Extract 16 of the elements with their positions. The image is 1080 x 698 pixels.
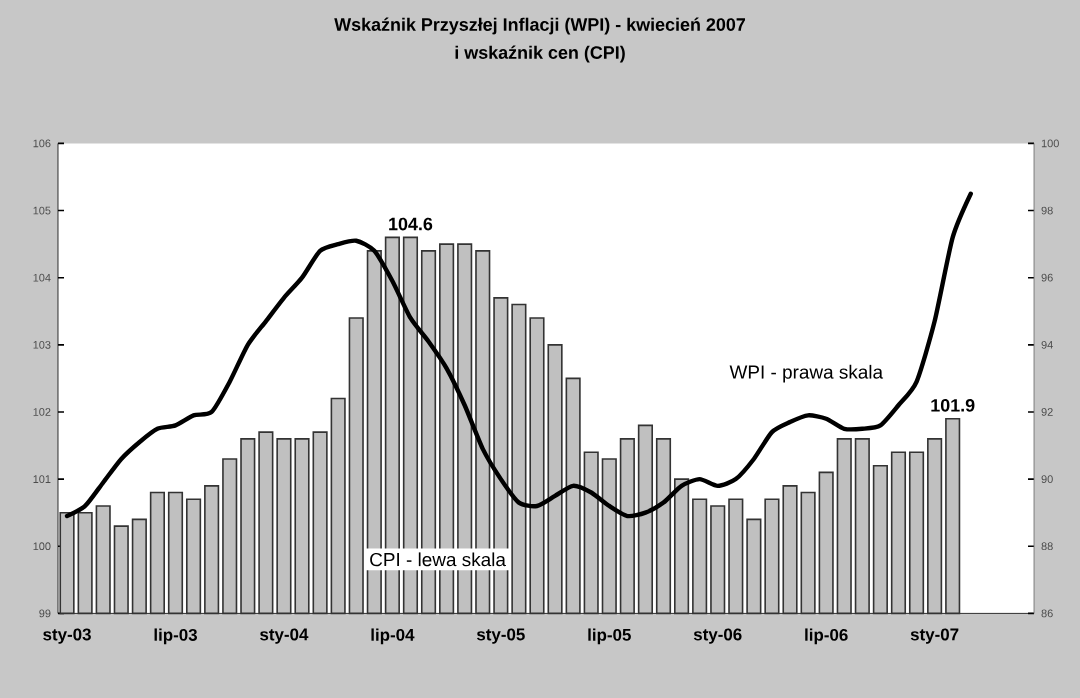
x-tick-label: sty-03 (43, 628, 91, 644)
data-label: 104.6 (389, 217, 433, 231)
x-tick-label: lip-06 (805, 628, 848, 645)
x-tick-label: lip-04 (371, 628, 415, 645)
series-label: CPI - lewa skala (370, 552, 506, 567)
x-tick-label: sty-04 (260, 628, 309, 644)
x-tick-label: sty-07 (910, 628, 959, 644)
chart-subtitle: i wskaźnik cen (CPI) (455, 45, 625, 63)
x-tick-label: lip-03 (154, 628, 198, 645)
x-tick-label: lip-05 (588, 628, 631, 645)
series-label: WPI - prawa skala (729, 364, 884, 383)
line-series (64, 191, 973, 519)
chart-title: Wskaźnik Przyszłej Inflacji (WPI) - kwiecień 2007 (334, 17, 746, 35)
x-tick-label: sty-05 (476, 628, 525, 644)
x-tick-label: sty-06 (693, 628, 742, 644)
data-label: 101.9 (931, 398, 975, 412)
